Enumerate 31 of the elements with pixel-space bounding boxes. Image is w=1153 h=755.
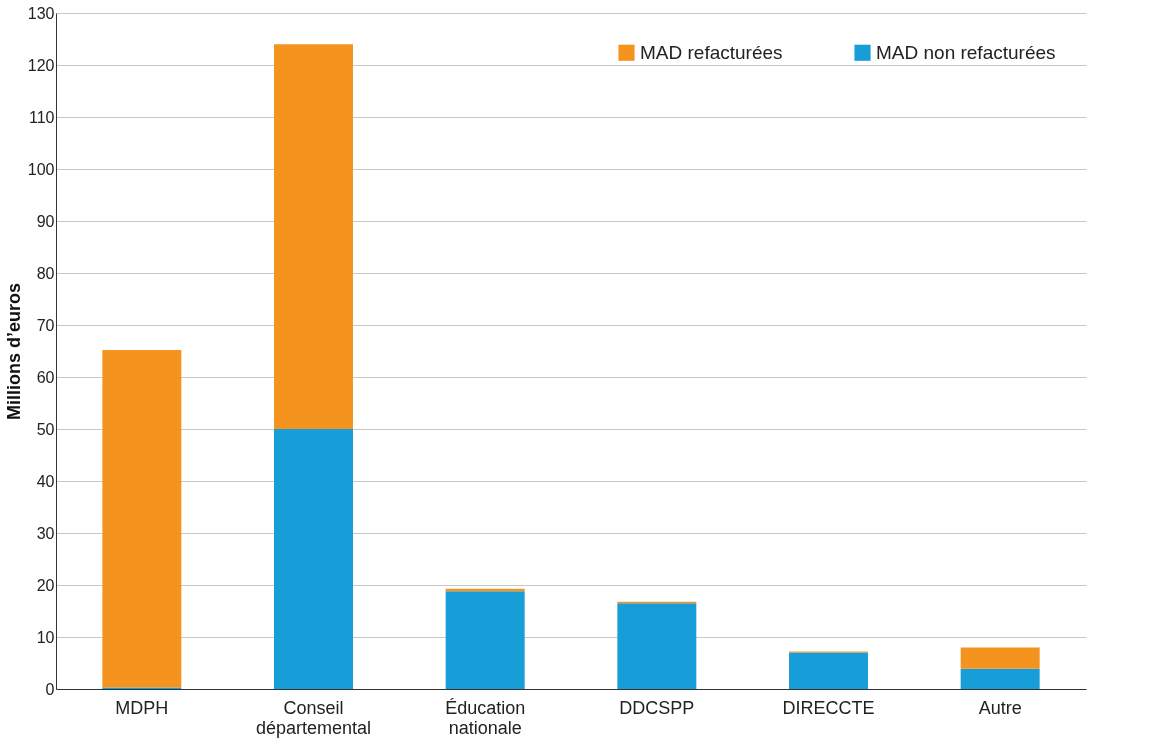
y-axis-title: Millions d’euros [3,282,24,421]
x-tick-label: DIRECCTE [782,697,875,718]
x-tick-label: DDCSPP [619,697,695,718]
y-tick-label: 100 [27,160,55,178]
y-tick-label: 40 [36,472,55,490]
bar [274,44,353,429]
bar [789,652,868,689]
y-tick-label: 110 [28,108,55,126]
bar [445,591,525,689]
y-tick-label: 120 [27,56,55,74]
y-tick-label: 70 [36,316,55,334]
bar [274,429,353,689]
x-tick-label: Éducation nationale [445,697,526,738]
x-tick-label: Autre [978,697,1022,718]
y-tick-label: 0 [45,680,55,698]
y-tick-label: 30 [36,524,55,542]
y-tick-label: 20 [36,576,55,594]
y-tick-label: 50 [36,420,55,438]
bar [960,647,1040,669]
y-tick-label: 90 [36,212,55,230]
bar [617,603,697,689]
bar [102,349,182,688]
y-tick-label: 130 [27,4,55,22]
x-tick-label: Conseil départemental [255,697,372,738]
bar [960,668,1040,689]
y-tick-label: 80 [36,264,55,282]
legend-label: MAD refacturées [640,41,783,63]
y-tick-label: 10 [36,628,55,646]
legend-label: MAD non refacturées [876,41,1056,63]
y-tick-label: 60 [36,368,55,386]
x-tick-label: MDPH [115,697,169,718]
